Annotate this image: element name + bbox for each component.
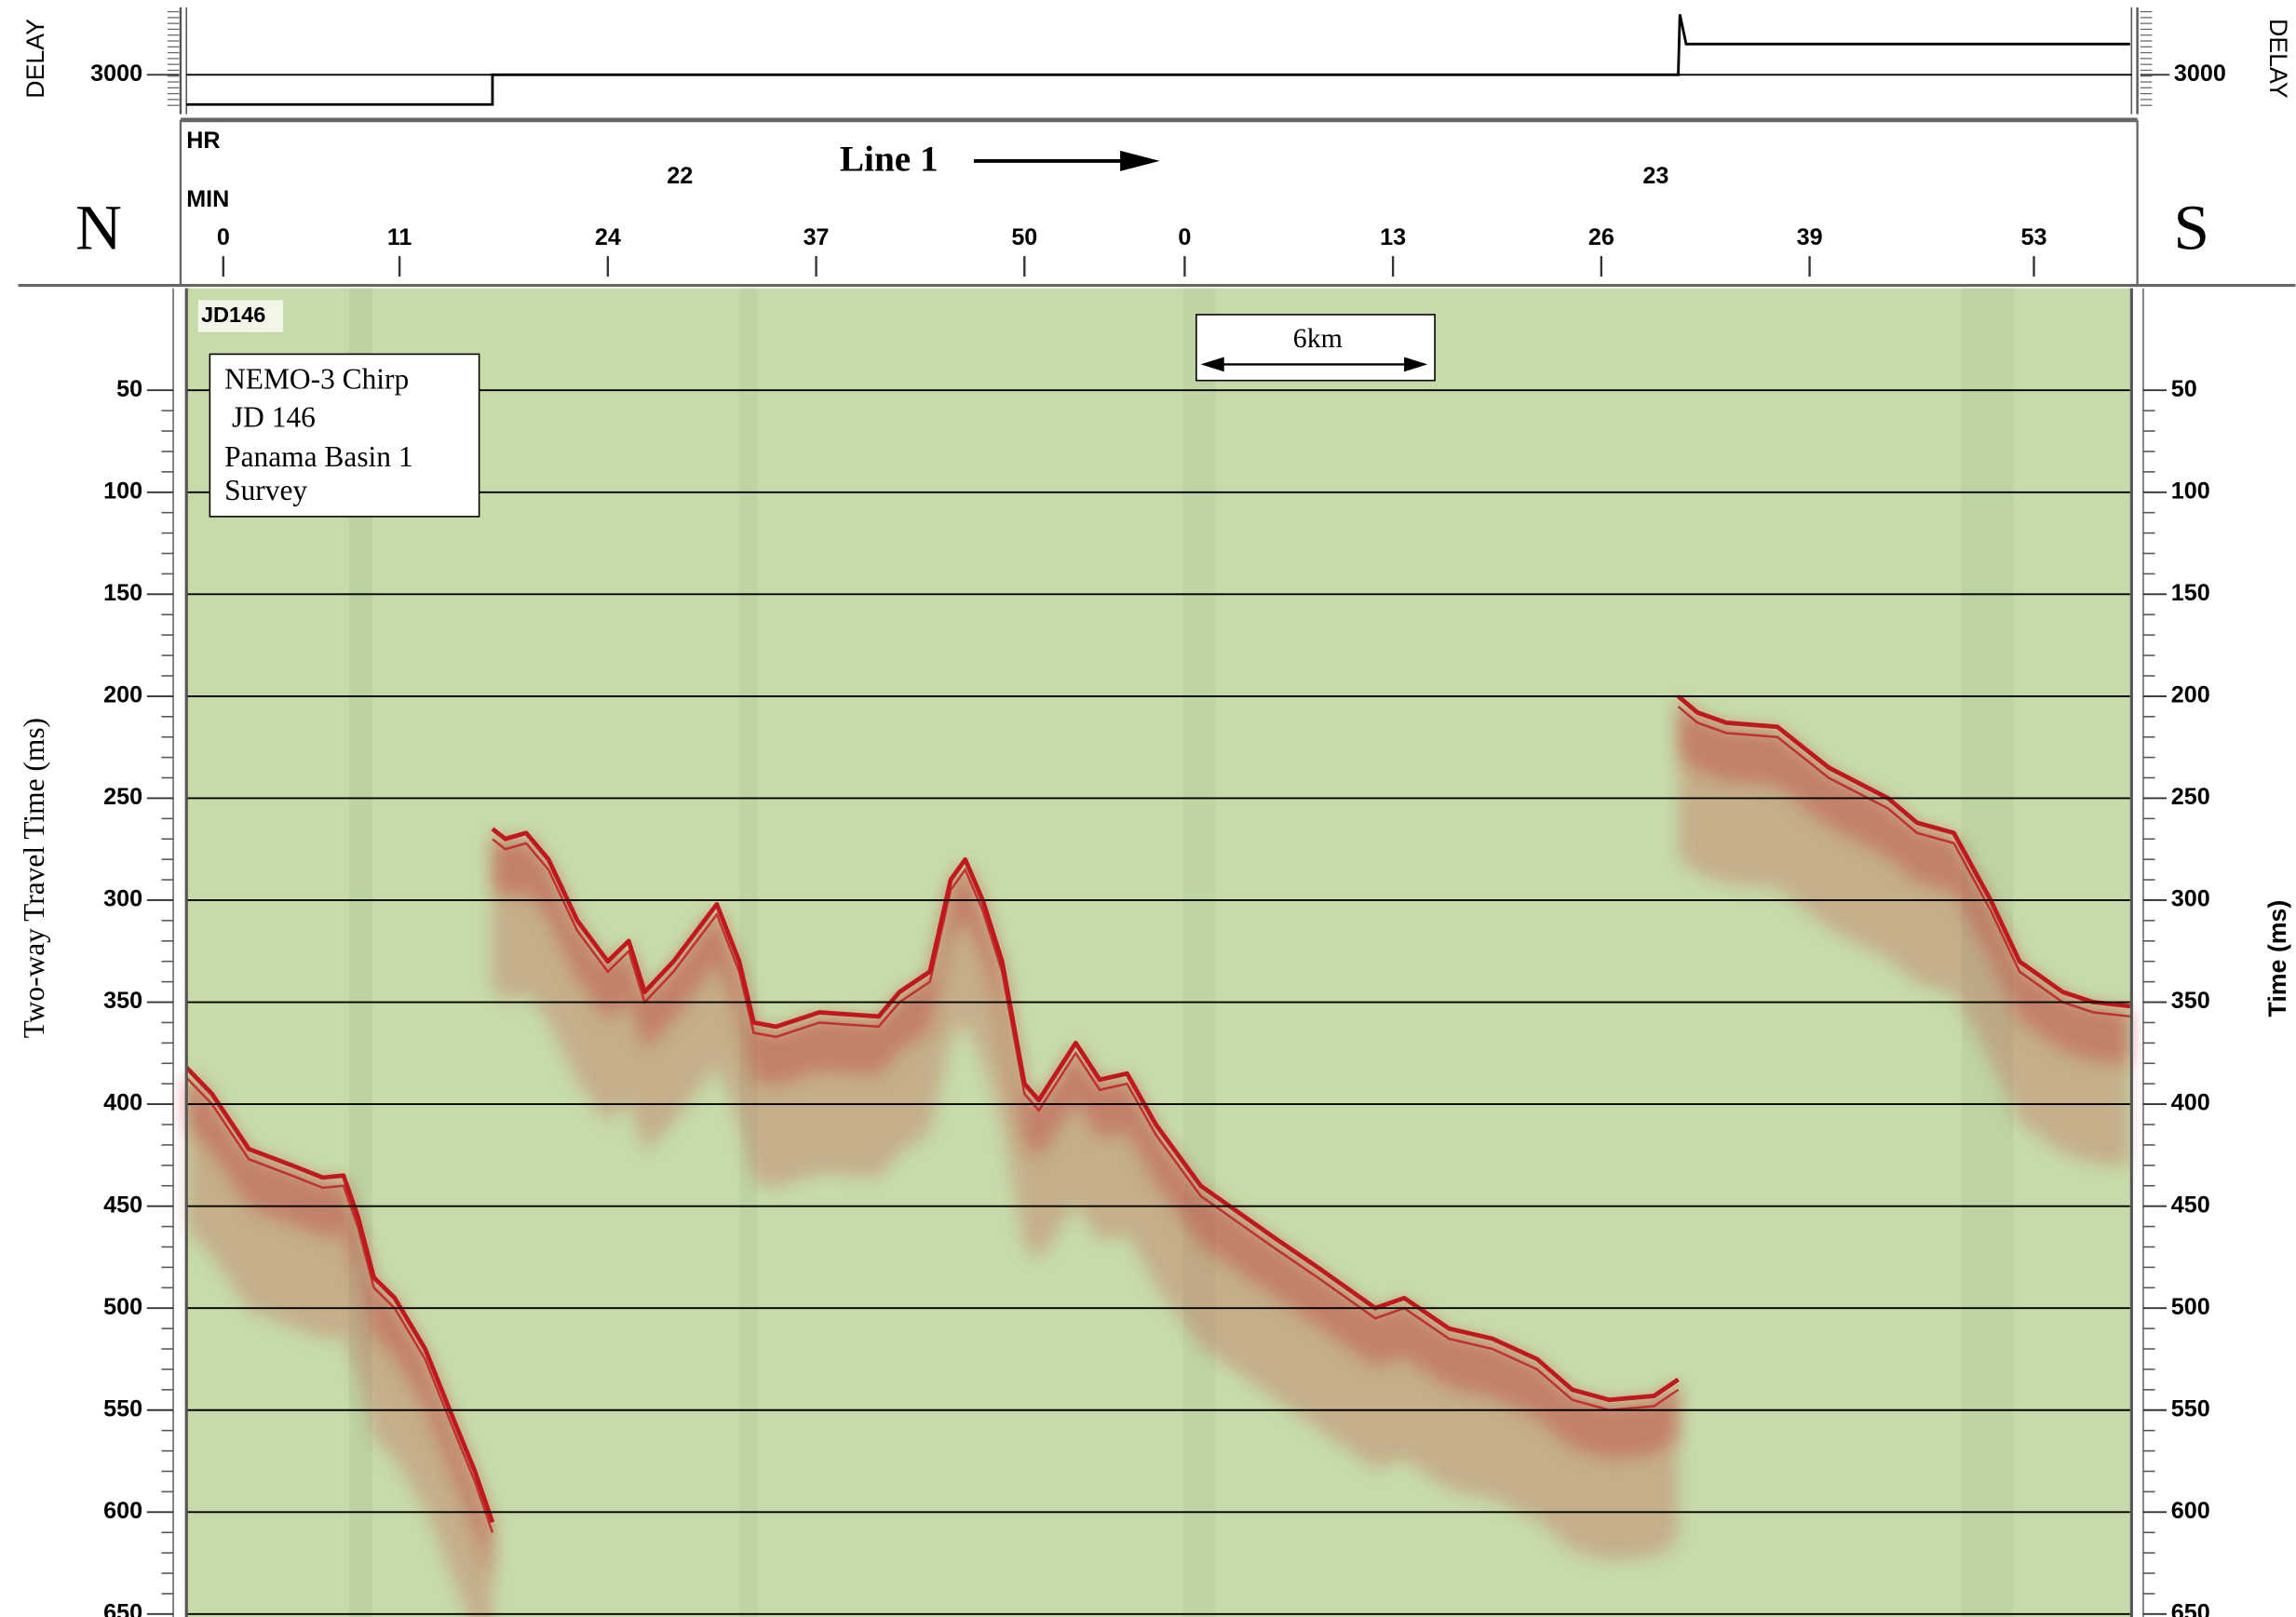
y2-tick-label: 300 [2171,886,2210,912]
x-tick-label: 0 [217,224,230,250]
delay-label: DELAY [21,19,49,99]
minute-axis-label: MIN [186,186,229,212]
x-tick-label: 37 [804,224,830,250]
delay-tick-label: 3000 [2174,61,2226,87]
y-axis-title: Two-way Travel Time (ms) [18,718,50,1038]
x-tick-label: 50 [1011,224,1037,250]
x-tick-label: 0 [1178,224,1191,250]
y2-tick-label: 400 [2171,1090,2210,1116]
x-tick-label: 53 [2021,224,2047,250]
direction-arrow-head [1120,150,1160,171]
scale-bar-head [1200,357,1224,372]
y-tick-label: 650 [103,1599,142,1617]
y-tick-label: 250 [103,784,142,810]
y-tick-label: 450 [103,1192,142,1218]
y2-tick-label: 600 [2171,1498,2210,1524]
plot-area [184,288,2131,1617]
stamp-box [197,300,283,332]
y2-tick-label: 250 [2171,784,2210,810]
sub-bottom-haze [492,834,1679,1561]
sub-bottom-haze [1678,702,2130,1167]
y-tick-label: 550 [103,1395,142,1422]
info-line: Survey [224,474,307,506]
y-tick-label: 500 [103,1294,142,1320]
y-tick-label: 200 [103,682,142,708]
y2-axis-title: Time (ms) [2263,900,2291,1017]
info-box [209,353,480,518]
y2-tick-label: 50 [2171,376,2197,402]
x-tick-label: 39 [1797,224,1823,250]
hour-label: 22 [667,163,693,189]
x-tick-label: 11 [387,224,412,250]
noise-stripe [1182,288,1216,1617]
south-label: S [2174,191,2209,263]
y2-tick-label: 550 [2171,1395,2210,1422]
y2-tick-label: 100 [2171,478,2210,504]
delay-tick-label: 3000 [90,61,142,87]
y-tick-label: 50 [116,376,142,402]
y-tick-label: 350 [103,988,142,1014]
hour-label: 23 [1642,163,1668,189]
scale-bar-box [1195,314,1436,382]
y-tick-label: 600 [103,1498,142,1524]
y2-tick-label: 500 [2171,1294,2210,1320]
sub-bottom-haze [492,831,1679,1459]
x-tick-label: 26 [1588,224,1614,250]
y-tick-label: 150 [103,580,142,606]
delay-trace [186,14,2130,106]
y2-tick-label: 650 [2171,1599,2210,1617]
hour-axis-label: HR [186,128,220,154]
y2-tick-label: 150 [2171,580,2210,606]
north-label: N [75,191,122,263]
info-line: JD 146 [232,400,316,433]
y-tick-label: 400 [103,1090,142,1116]
y-tick-label: 300 [103,886,142,912]
noise-stripe [739,288,758,1617]
y2-tick-label: 200 [2171,682,2210,708]
y2-tick-label: 450 [2171,1192,2210,1218]
y-tick-label: 100 [103,478,142,504]
y2-tick-label: 350 [2171,988,2210,1014]
scale-bar-label: 6km [1293,323,1343,354]
x-tick-label: 24 [595,224,621,250]
sub-bottom-haze [1678,699,2130,1065]
scale-bar-head [1404,357,1428,372]
delay-label: DELAY [2264,19,2292,99]
sub-bottom-haze [186,1070,493,1582]
seafloor-reflector [184,694,2131,1524]
stamp: JD146 [201,303,265,327]
line-label: Line 1 [840,140,939,180]
info-line: NEMO-3 Chirp [224,362,409,395]
info-line: Panama Basin 1 [224,440,412,473]
x-tick-label: 13 [1380,224,1406,250]
